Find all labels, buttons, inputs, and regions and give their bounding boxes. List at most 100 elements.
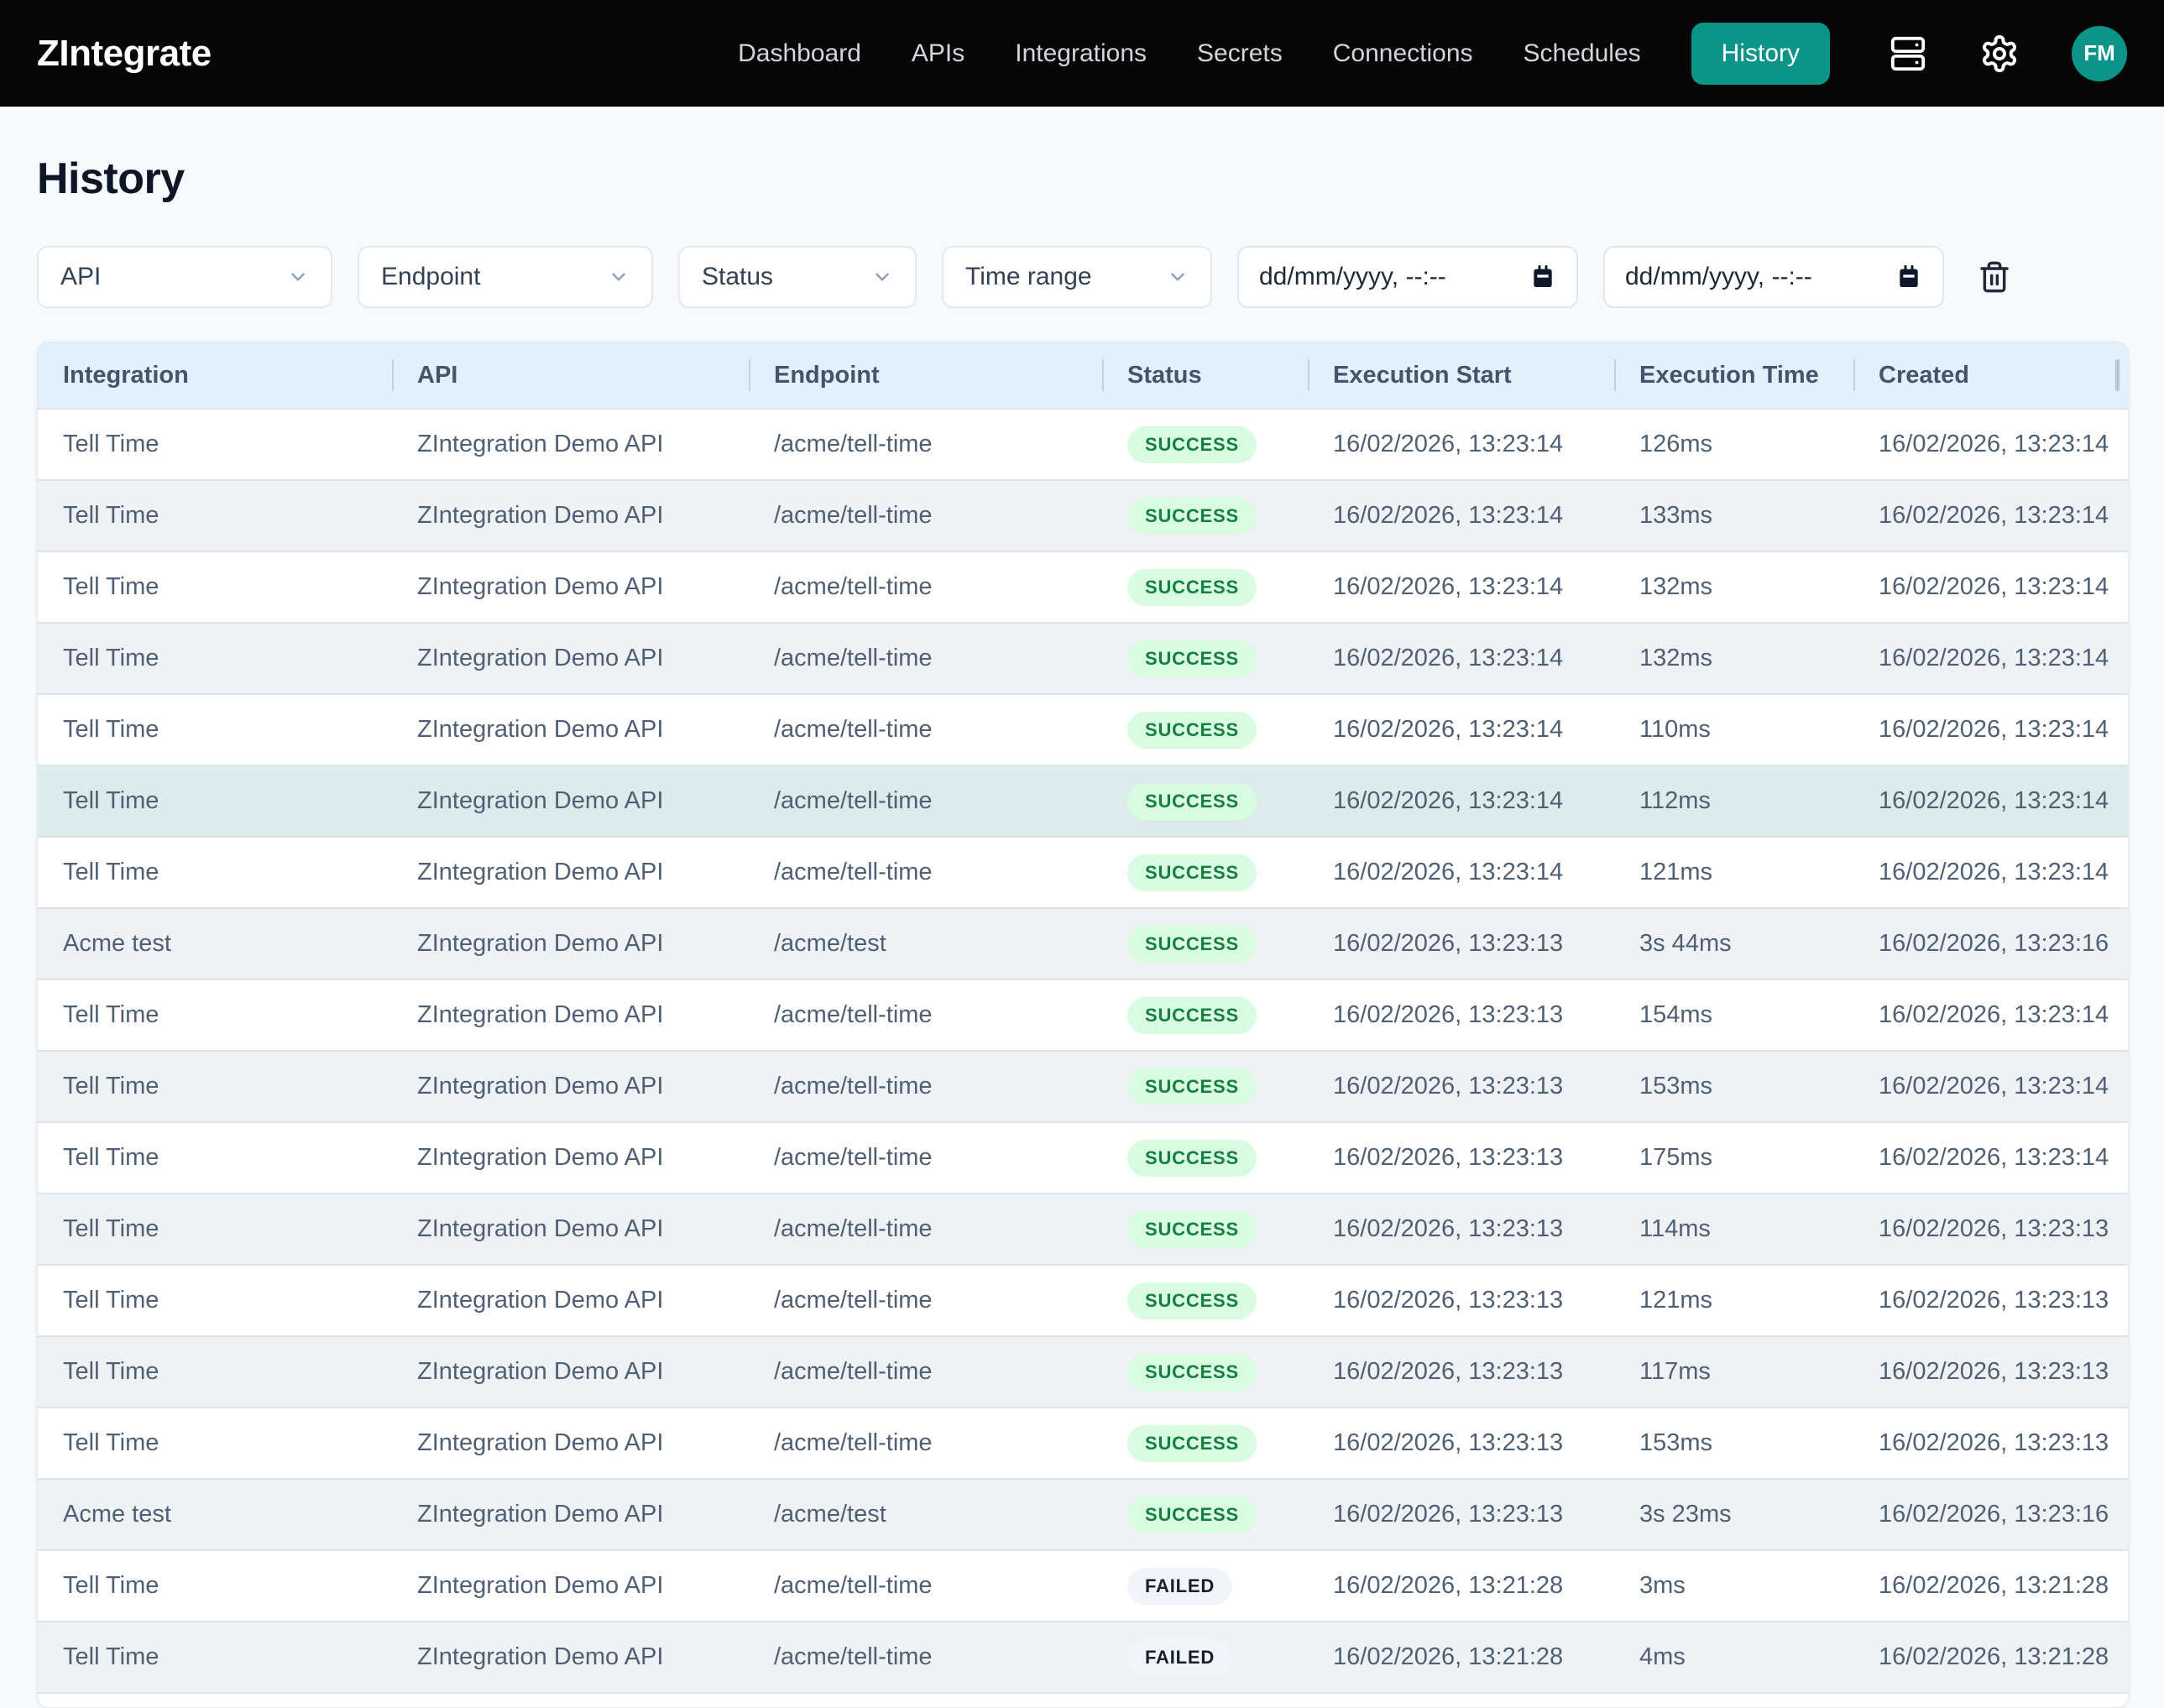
clear-filters-trash-icon[interactable] <box>1978 260 2011 294</box>
table-row[interactable]: Tell Time ZIntegration Demo API /acme/te… <box>38 836 2128 907</box>
cell-status: SUCCESS <box>1102 1068 1308 1105</box>
nav-item-history[interactable]: History <box>1691 23 1830 85</box>
cell-endpoint: /acme/tell-time <box>749 1358 1102 1386</box>
table-row[interactable]: Tell Time ZIntegration Demo API /acme/te… <box>38 1335 2128 1407</box>
cell-execution-start: 16/02/2026, 13:21:28 <box>1308 1643 1614 1671</box>
cell-status: SUCCESS <box>1102 1354 1308 1391</box>
table-row[interactable]: Tell Time ZIntegration Demo API /acme/te… <box>38 1193 2128 1264</box>
table-row[interactable]: Tell Time ZIntegration Demo API /acme/te… <box>38 551 2128 622</box>
cell-execution-time: 121ms <box>1614 1287 1853 1314</box>
nav-item-secrets[interactable]: Secrets <box>1197 39 1283 68</box>
cell-endpoint: /acme/tell-time <box>749 645 1102 672</box>
cell-api: ZIntegration Demo API <box>392 1073 749 1100</box>
cell-execution-time: 132ms <box>1614 645 1853 672</box>
cell-created: 16/02/2026, 13:21:28 <box>1853 1572 2128 1600</box>
table-row[interactable]: Tell Time ZIntegration Demo API /acme/te… <box>38 1621 2128 1692</box>
table-row[interactable]: Acme test ZIntegration Demo API /acme/te… <box>38 907 2128 979</box>
cell-api: ZIntegration Demo API <box>392 573 749 601</box>
nav-item-apis[interactable]: APIs <box>912 39 964 68</box>
table-row[interactable]: Tell Time ZIntegration Demo API /acme/te… <box>38 1050 2128 1121</box>
server-icon[interactable] <box>1889 34 1927 73</box>
calendar-icon[interactable] <box>1529 263 1556 291</box>
cell-execution-start: 16/02/2026, 13:23:13 <box>1308 930 1614 958</box>
nav-item-schedules[interactable]: Schedules <box>1524 39 1641 68</box>
cell-created: 16/02/2026, 13:23:14 <box>1853 502 2128 530</box>
cell-api: ZIntegration Demo API <box>392 1001 749 1029</box>
chevron-down-icon <box>608 266 630 288</box>
cell-created: 16/02/2026, 13:23:14 <box>1853 1073 2128 1100</box>
cell-endpoint: /acme/tell-time <box>749 431 1102 458</box>
cell-execution-start: 16/02/2026, 13:23:14 <box>1308 573 1614 601</box>
cell-api: ZIntegration Demo API <box>392 930 749 958</box>
cell-endpoint: /acme/tell-time <box>749 1287 1102 1314</box>
column-header-endpoint: Endpoint <box>749 342 1102 408</box>
nav-item-connections[interactable]: Connections <box>1333 39 1473 68</box>
cell-api: ZIntegration Demo API <box>392 431 749 458</box>
cell-integration: Tell Time <box>38 1215 392 1243</box>
table-row[interactable]: Tell Time ZIntegration Demo API /acme/te… <box>38 479 2128 551</box>
cell-execution-start: 16/02/2026, 13:23:14 <box>1308 787 1614 815</box>
endpoint-filter-label: Endpoint <box>381 263 480 291</box>
nav-item-dashboard[interactable]: Dashboard <box>738 39 861 68</box>
cell-created: 16/02/2026, 13:23:13 <box>1853 1429 2128 1457</box>
table-row[interactable]: Tell Time ZIntegration Demo API /acme/te… <box>38 1264 2128 1335</box>
status-badge: SUCCESS <box>1127 1354 1257 1391</box>
cell-execution-time: 153ms <box>1614 1429 1853 1457</box>
column-resize-handle[interactable] <box>2115 359 2120 391</box>
nav-item-integrations[interactable]: Integrations <box>1015 39 1147 68</box>
cell-execution-time: 126ms <box>1614 431 1853 458</box>
cell-api: ZIntegration Demo API <box>392 1358 749 1386</box>
cell-execution-time: 153ms <box>1614 1073 1853 1100</box>
status-badge: SUCCESS <box>1127 1282 1257 1319</box>
status-badge: SUCCESS <box>1127 640 1257 677</box>
cell-api: ZIntegration Demo API <box>392 1287 749 1314</box>
cell-integration: Tell Time <box>38 645 392 672</box>
time-range-filter-label: Time range <box>965 263 1092 291</box>
cell-endpoint: /acme/tell-time <box>749 1144 1102 1172</box>
horizontal-scrollbar[interactable] <box>38 1692 2128 1707</box>
table-row[interactable]: Tell Time ZIntegration Demo API /acme/te… <box>38 622 2128 693</box>
status-badge: SUCCESS <box>1127 1211 1257 1248</box>
cell-endpoint: /acme/tell-time <box>749 1572 1102 1600</box>
cell-execution-start: 16/02/2026, 13:23:14 <box>1308 645 1614 672</box>
cell-execution-start: 16/02/2026, 13:23:13 <box>1308 1287 1614 1314</box>
cell-endpoint: /acme/test <box>749 930 1102 958</box>
avatar[interactable]: FM <box>2072 26 2127 81</box>
cell-execution-time: 4ms <box>1614 1643 1853 1671</box>
date-from-input[interactable]: dd/mm/yyyy, --:-- <box>1237 246 1578 308</box>
column-header-execution-start: Execution Start <box>1308 342 1614 408</box>
column-header-integration: Integration <box>38 342 392 408</box>
table-row[interactable]: Tell Time ZIntegration Demo API /acme/te… <box>38 408 2128 479</box>
cell-integration: Tell Time <box>38 502 392 530</box>
table-row[interactable]: Tell Time ZIntegration Demo API /acme/te… <box>38 979 2128 1050</box>
gear-icon[interactable] <box>1979 34 2020 74</box>
status-badge: FAILED <box>1127 1639 1232 1676</box>
cell-created: 16/02/2026, 13:23:14 <box>1853 787 2128 815</box>
table-row[interactable]: Tell Time ZIntegration Demo API /acme/te… <box>38 693 2128 765</box>
status-badge: SUCCESS <box>1127 783 1257 820</box>
cell-status: SUCCESS <box>1102 783 1308 820</box>
cell-integration: Tell Time <box>38 716 392 744</box>
table-row[interactable]: Tell Time ZIntegration Demo API /acme/te… <box>38 765 2128 836</box>
cell-status: SUCCESS <box>1102 1140 1308 1177</box>
api-filter-label: API <box>60 263 101 291</box>
table-row[interactable]: Tell Time ZIntegration Demo API /acme/te… <box>38 1549 2128 1621</box>
status-badge: SUCCESS <box>1127 926 1257 963</box>
date-to-input[interactable]: dd/mm/yyyy, --:-- <box>1603 246 1944 308</box>
endpoint-filter-select[interactable]: Endpoint <box>358 246 653 308</box>
cell-execution-time: 3s 44ms <box>1614 930 1853 958</box>
cell-endpoint: /acme/tell-time <box>749 502 1102 530</box>
status-filter-select[interactable]: Status <box>678 246 917 308</box>
table-row[interactable]: Tell Time ZIntegration Demo API /acme/te… <box>38 1407 2128 1478</box>
time-range-filter-select[interactable]: Time range <box>942 246 1212 308</box>
cell-integration: Tell Time <box>38 573 392 601</box>
calendar-icon[interactable] <box>1895 263 1922 291</box>
cell-endpoint: /acme/tell-time <box>749 1001 1102 1029</box>
api-filter-select[interactable]: API <box>37 246 332 308</box>
table-row[interactable]: Acme test ZIntegration Demo API /acme/te… <box>38 1478 2128 1549</box>
cell-execution-start: 16/02/2026, 13:23:13 <box>1308 1073 1614 1100</box>
table-row[interactable]: Tell Time ZIntegration Demo API /acme/te… <box>38 1121 2128 1193</box>
cell-execution-time: 110ms <box>1614 716 1853 744</box>
cell-execution-start: 16/02/2026, 13:23:14 <box>1308 859 1614 886</box>
brand-logo[interactable]: ZIntegrate <box>37 33 212 75</box>
